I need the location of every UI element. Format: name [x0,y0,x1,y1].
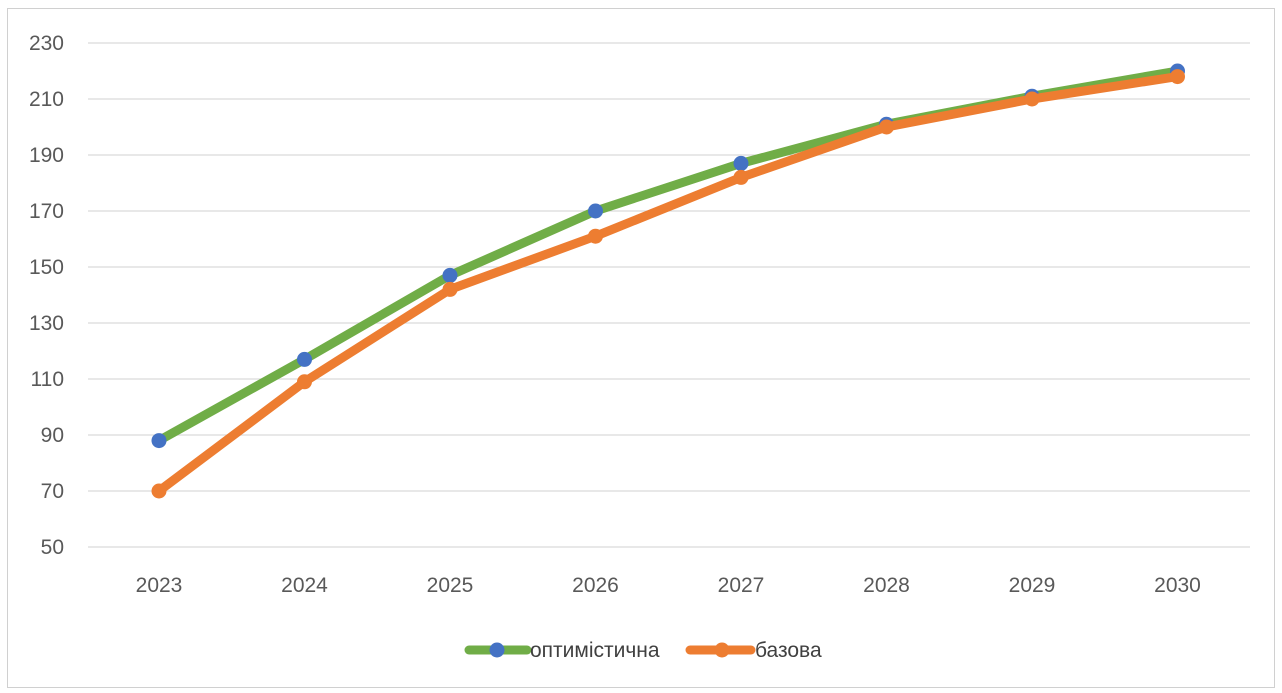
x-tick-label: 2024 [281,574,328,597]
data-point [733,169,749,185]
y-tick-label: 70 [41,480,64,503]
y-axis-tick-labels: 50 70 90 110 130 150 170 190 210 230 [29,32,64,559]
x-tick-label: 2025 [427,574,474,597]
y-tick-label: 210 [29,88,64,111]
y-tick-label: 170 [29,200,64,223]
legend-item: оптимістична [464,639,660,662]
data-point [588,228,603,244]
y-tick-label: 150 [29,256,64,279]
x-tick-label: 2028 [863,574,910,597]
data-point [297,374,312,390]
data-point [1024,91,1040,107]
x-tick-label: 2029 [1009,574,1056,597]
gridlines [88,42,1250,548]
y-tick-label: 110 [31,368,64,391]
legend-label: базова [755,639,822,662]
series-lines [151,63,1185,499]
x-tick-label: 2027 [718,574,765,597]
data-point [151,483,167,499]
data-point [879,119,894,135]
legend-item: базова [685,639,822,662]
legend: оптимістична базова [464,639,822,662]
legend-swatch-marker [714,642,730,658]
x-tick-label: 2030 [1154,574,1201,597]
series-2 [151,69,1185,499]
legend-label: оптимістична [530,639,660,662]
x-axis-tick-labels: 2023 2024 2025 2026 2027 2028 2029 2030 [136,574,1201,597]
data-point [442,267,458,283]
legend-swatch-marker [489,642,505,658]
y-tick-label: 190 [29,144,64,167]
chart-frame [7,8,1275,688]
y-tick-label: 230 [29,32,64,55]
data-point [151,433,167,449]
data-point [588,203,603,219]
series-line [154,66,1182,446]
y-tick-label: 130 [29,312,64,335]
x-tick-label: 2023 [136,574,183,597]
data-point [442,281,458,297]
data-point [297,351,312,367]
y-tick-label: 50 [41,536,64,559]
data-point [733,155,749,171]
y-tick-label: 90 [41,424,64,447]
x-tick-label: 2026 [572,574,619,597]
series-line [154,72,1182,496]
data-point [1170,69,1185,85]
series-1 [151,63,1185,449]
